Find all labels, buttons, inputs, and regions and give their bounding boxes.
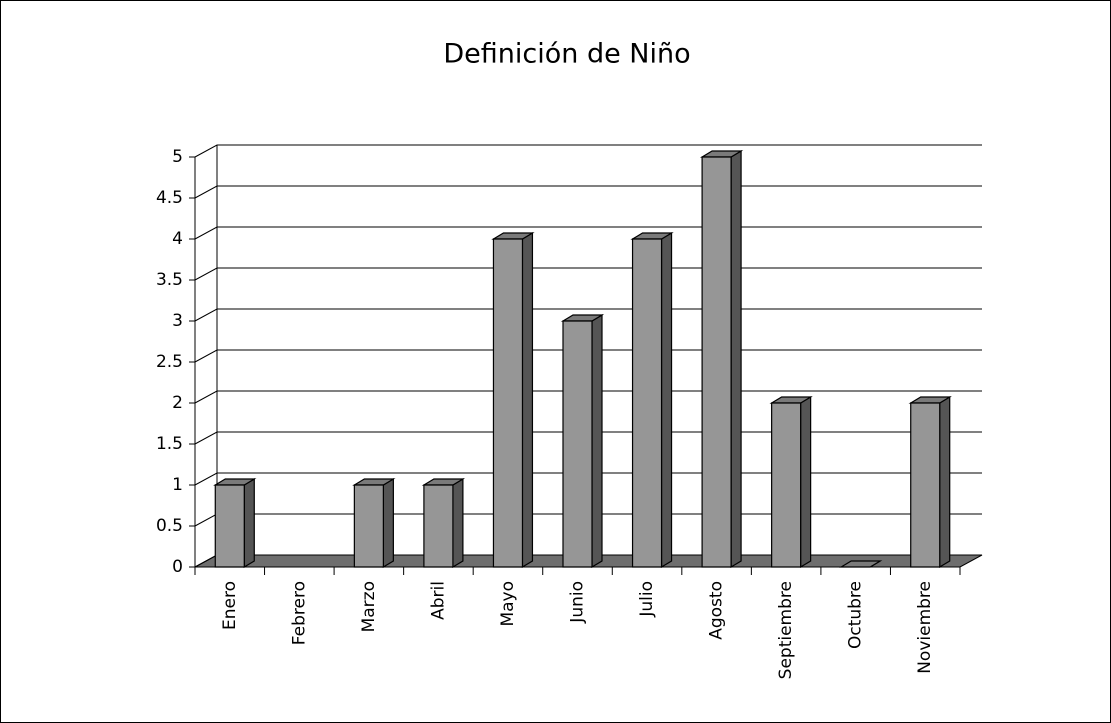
bar: [491, 231, 535, 569]
bar-side: [591, 313, 603, 569]
bar: [769, 395, 813, 569]
y-tick-label: 3.5: [156, 270, 183, 290]
bar-front: [771, 402, 802, 568]
x-tick-label: Julio: [637, 581, 657, 618]
bar: [630, 231, 674, 569]
bar-front: [353, 484, 384, 568]
y-tick-label: 0.5: [156, 516, 183, 536]
bar-front: [214, 484, 245, 568]
y-tick-label: 1.5: [156, 434, 183, 454]
bar-front: [701, 156, 732, 568]
bar: [421, 477, 466, 569]
y-tick-label: 2: [172, 393, 183, 413]
y-tick-label: 3: [172, 311, 183, 331]
bar: [352, 477, 396, 569]
y-tick-label: 5: [172, 147, 183, 167]
x-tick-label: Noviembre: [915, 581, 935, 674]
x-tick-label: Abril: [428, 581, 448, 620]
chart-title: Definición de Niño: [443, 39, 690, 70]
bar-side: [939, 395, 951, 569]
y-tick-label: 0: [172, 557, 183, 577]
bar: [213, 477, 257, 569]
bar: [839, 560, 883, 568]
bar: [908, 395, 952, 569]
bar-side: [800, 395, 812, 569]
grid-line: [194, 144, 982, 158]
x-tick-label: Marzo: [359, 581, 379, 632]
x-tick-label: Junio: [568, 581, 588, 624]
bar-front: [562, 320, 593, 568]
bar-front: [492, 238, 524, 568]
bar-side: [382, 477, 394, 569]
bar-side: [730, 149, 742, 569]
bar-side: [660, 231, 673, 569]
bar-side: [521, 231, 534, 569]
x-tick-label: Mayo: [498, 581, 518, 627]
bar-front: [631, 238, 663, 568]
bar-top: [839, 560, 883, 568]
y-tick-label: 4: [172, 229, 183, 249]
x-tick-label: Septiembre: [776, 581, 796, 679]
x-tick-label: Enero: [220, 581, 240, 630]
x-tick-label: Febrero: [289, 581, 309, 645]
y-tick-label: 1: [172, 475, 183, 495]
bar-front: [423, 484, 454, 568]
bar: [560, 313, 605, 569]
y-tick-label: 2.5: [156, 352, 183, 372]
y-tick-label: 4.5: [156, 188, 183, 208]
x-tick-label: Agosto: [707, 581, 727, 640]
bar-front: [910, 402, 941, 568]
bar: [699, 149, 744, 569]
bar-side: [243, 477, 255, 569]
x-tick-label: Octubre: [846, 581, 866, 649]
bar-side: [452, 477, 464, 569]
